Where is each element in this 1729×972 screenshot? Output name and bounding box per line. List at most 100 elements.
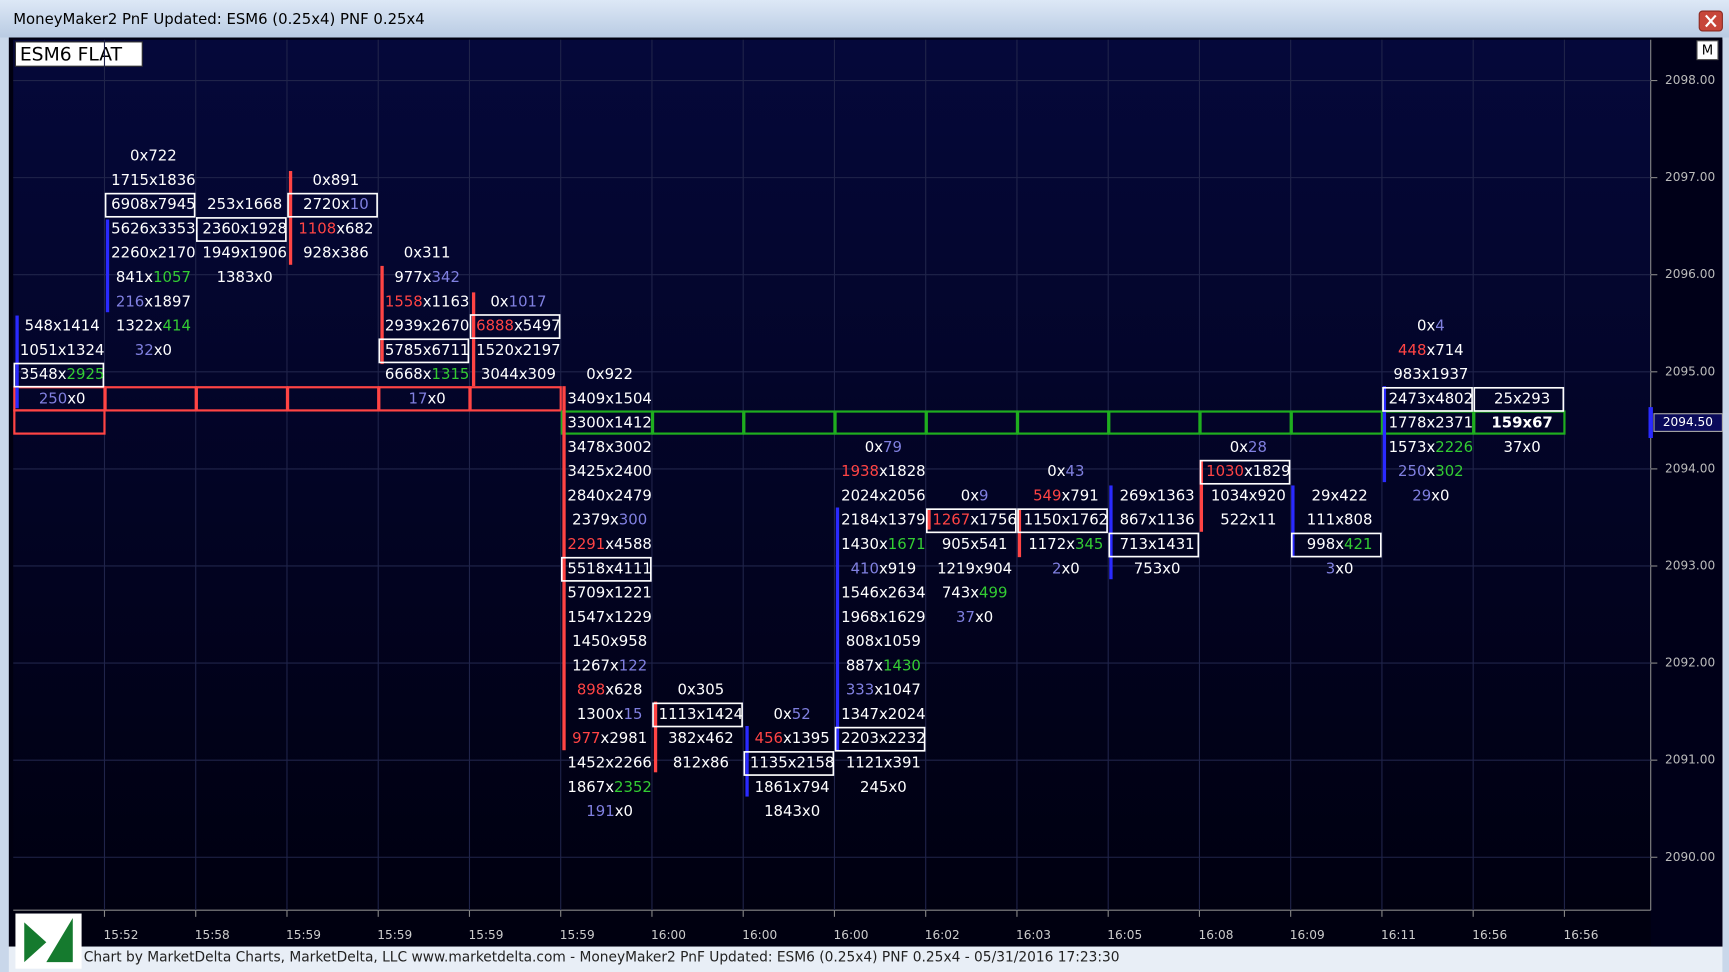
direction-bar (1382, 386, 1387, 483)
cell-box (925, 508, 1017, 534)
cell: 216x1897 (116, 292, 191, 310)
cell: 29x0 (1412, 486, 1449, 504)
time-label: 16:00 (651, 928, 686, 942)
cell-box (1290, 532, 1382, 558)
cell: 1778x2371 (1389, 414, 1474, 432)
price-label: 2093.00 (1665, 558, 1715, 572)
title-bar (0, 0, 1729, 38)
cell: 6668x1315 (385, 365, 470, 383)
cell: 0x79 (865, 438, 902, 456)
cell: 6888x5497 (476, 317, 561, 335)
cell: 0x722 (130, 147, 177, 165)
direction-bar (1199, 460, 1204, 532)
cell-box (1108, 532, 1200, 558)
price-label: 2091.00 (1665, 753, 1715, 767)
time-label: 16:56 (1472, 928, 1507, 942)
cell: 2360x1928 (202, 219, 287, 237)
price-label: 2090.00 (1665, 850, 1715, 864)
footer-bar (8, 946, 1723, 972)
cell: 29x422 (1312, 486, 1368, 504)
cell: 1430x1671 (841, 535, 926, 553)
cell: 2x0 (1052, 559, 1080, 577)
cell-box (1473, 386, 1565, 412)
cell: 37x0 (956, 608, 993, 626)
cell: 0x311 (404, 244, 451, 262)
direction-bar (105, 219, 110, 313)
cell: 0x1017 (490, 292, 546, 310)
cell: 0x891 (313, 171, 360, 189)
m-button[interactable] (1696, 40, 1719, 61)
cell: 812x86 (673, 753, 729, 771)
current-price-box (1653, 413, 1723, 432)
cell: 0x52 (774, 705, 811, 723)
symbol-box (14, 41, 143, 67)
cell: 5518x4111 (567, 559, 652, 577)
cell: 2203x2232 (841, 729, 926, 747)
cell: 1219x904 (937, 559, 1012, 577)
cell: 5785x6711 (385, 341, 470, 359)
window-title: MoneyMaker2 PnF Updated: ESM6 (0.25x4) P… (13, 10, 425, 28)
cell: 1267x122 (572, 656, 647, 674)
price-label: 2092.00 (1665, 656, 1715, 670)
footer-text: Chart by MarketDelta Charts, MarketDelta… (84, 950, 1120, 966)
cell: 2260x2170 (111, 244, 196, 262)
direction-bar (380, 265, 384, 365)
cell: 1968x1629 (841, 608, 926, 626)
current-price: 2094.50 (1663, 415, 1713, 429)
time-label: 15:59 (377, 928, 412, 942)
cell: 2379x300 (572, 511, 647, 529)
cell: 1034x920 (1211, 486, 1286, 504)
cell: 1121x391 (846, 753, 921, 771)
time-label: 16:03 (1016, 928, 1051, 942)
direction-bar (471, 292, 476, 387)
cell: 3x0 (1326, 559, 1354, 577)
cell: 905x541 (942, 535, 1008, 553)
cell: 1172x345 (1028, 535, 1103, 553)
cell: 1108x682 (298, 219, 373, 237)
cell-box (469, 314, 561, 339)
cell: 1938x1828 (841, 462, 926, 480)
cell: 32x0 (135, 341, 172, 359)
cell-box (378, 338, 470, 364)
reversal-box (469, 386, 562, 412)
cell-box (560, 556, 652, 582)
time-label: 15:52 (104, 928, 139, 942)
cell: 159x67 (1491, 414, 1552, 432)
cell: 1135x2158 (750, 753, 835, 771)
cell: 1150x1762 (1024, 511, 1109, 529)
direction-bar (835, 507, 840, 751)
cell: 1843x0 (764, 802, 820, 820)
cell: 808x1059 (846, 632, 921, 650)
logo-shape (46, 917, 73, 963)
cell: 253x1668 (207, 195, 282, 213)
cell: 333x1047 (846, 681, 921, 699)
cell: 1452x2266 (567, 753, 652, 771)
cell: 977x2981 (572, 729, 647, 747)
cell: 1546x2634 (841, 584, 926, 602)
cell: 382x462 (668, 729, 734, 747)
cell: 3548x2925 (20, 365, 105, 383)
cell: 1267x1756 (932, 511, 1017, 529)
cell: 269x1363 (1120, 486, 1195, 504)
cell: 1300x15 (577, 705, 643, 723)
cell: 983x1937 (1393, 365, 1468, 383)
close-icon (1705, 14, 1717, 28)
cell-box (1199, 459, 1291, 485)
cell: 898x628 (577, 681, 643, 699)
time-label: 15:59 (286, 928, 321, 942)
cell: 743x499 (942, 584, 1008, 602)
cell: 37x0 (1504, 438, 1541, 456)
cell: 1030x1829 (1206, 462, 1291, 480)
time-label: 15:59 (469, 928, 504, 942)
m-button-label: M (1702, 44, 1713, 59)
time-label: 16:56 (1563, 928, 1598, 942)
cell: 410x919 (851, 559, 917, 577)
cell: 191x0 (586, 802, 633, 820)
cell: 1051x1324 (20, 341, 105, 359)
cell: 1949x1906 (202, 244, 287, 262)
cell-box (743, 751, 835, 776)
cell: 250x0 (39, 389, 86, 407)
cell: 2184x1379 (841, 511, 926, 529)
cell: 0x4 (1417, 317, 1445, 335)
